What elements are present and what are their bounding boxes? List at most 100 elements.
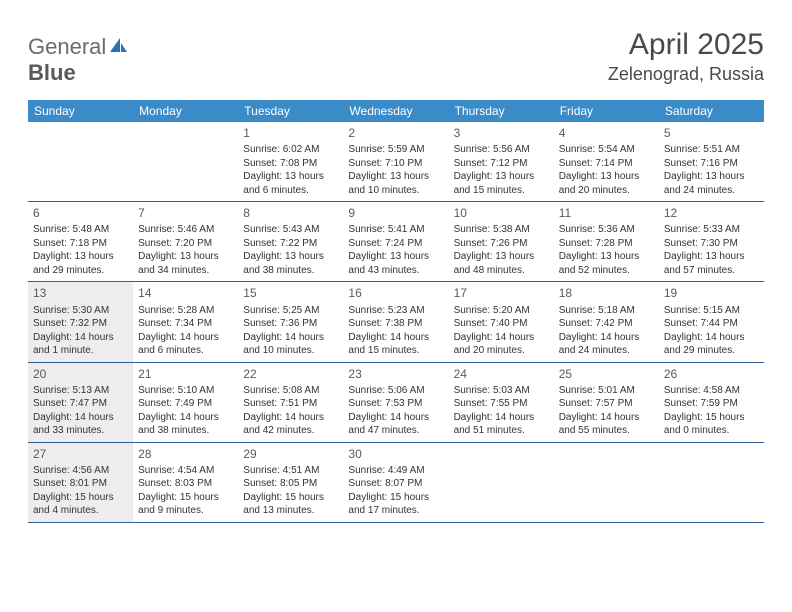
sunset-line: Sunset: 7:08 PM [243, 157, 338, 171]
day-cell: 28Sunrise: 4:54 AMSunset: 8:03 PMDayligh… [133, 443, 238, 522]
day-cell-empty [28, 122, 133, 201]
sunset-line: Sunset: 7:18 PM [33, 237, 128, 251]
sunset-line: Sunset: 8:01 PM [33, 477, 128, 491]
day-number: 18 [559, 285, 654, 301]
sunrise-line: Sunrise: 5:48 AM [33, 223, 128, 237]
day-number: 13 [33, 285, 128, 301]
day-cell: 18Sunrise: 5:18 AMSunset: 7:42 PMDayligh… [554, 282, 659, 361]
day-number: 9 [348, 205, 443, 221]
day-number: 5 [664, 125, 759, 141]
sunrise-line: Sunrise: 5:06 AM [348, 384, 443, 398]
weeks-container: 1 Sunrise: 6:02 AMSunset: 7:08 PM Daylight… [28, 122, 764, 523]
sunset-line: Sunset: 7:10 PM [348, 157, 443, 171]
sunset-line: Sunset: 7:36 PM [243, 317, 338, 331]
daylight-line: Daylight: 14 hours and 47 minutes. [348, 411, 443, 438]
day-cell: 14Sunrise: 5:28 AMSunset: 7:34 PMDayligh… [133, 282, 238, 361]
sunrise-line: Sunrise: 5:33 AM [664, 223, 759, 237]
daylight-line: Daylight: 13 hours and 34 minutes. [138, 250, 233, 277]
sunrise-line: Sunrise: 6:02 AM [243, 143, 338, 157]
sunset-line: Sunset: 7:14 PM [559, 157, 654, 171]
sunset-line: Sunset: 7:28 PM [559, 237, 654, 251]
sunrise-line: Sunrise: 5:28 AM [138, 304, 233, 318]
day-cell: 6Sunrise: 5:48 AMSunset: 7:18 PMDaylight… [28, 202, 133, 281]
daylight-line: Daylight: 15 hours and 0 minutes. [664, 411, 759, 438]
day-number: 14 [138, 285, 233, 301]
daylight-line: Daylight: 13 hours and 52 minutes. [559, 250, 654, 277]
day-cell: 22Sunrise: 5:08 AMSunset: 7:51 PMDayligh… [238, 363, 343, 442]
day-cell-empty [659, 443, 764, 522]
day-number: 1 [243, 125, 338, 141]
sunset-line: Sunset: 7:34 PM [138, 317, 233, 331]
sunset-line: Sunset: 8:03 PM [138, 477, 233, 491]
sunrise-line: Sunrise: 5:46 AM [138, 223, 233, 237]
day-number: 15 [243, 285, 338, 301]
day-cell: 29Sunrise: 4:51 AMSunset: 8:05 PMDayligh… [238, 443, 343, 522]
day-cell: 16Sunrise: 5:23 AMSunset: 7:38 PMDayligh… [343, 282, 448, 361]
weekday-tuesday: Tuesday [238, 100, 343, 122]
daylight-line: Daylight: 13 hours and 38 minutes. [243, 250, 338, 277]
sunset-line: Sunset: 8:07 PM [348, 477, 443, 491]
day-cell: 12Sunrise: 5:33 AMSunset: 7:30 PMDayligh… [659, 202, 764, 281]
day-cell: 19Sunrise: 5:15 AMSunset: 7:44 PMDayligh… [659, 282, 764, 361]
day-cell: 1Sunrise: 6:02 AMSunset: 7:08 PMDaylight… [238, 122, 343, 201]
daylight-line: Daylight: 14 hours and 1 minute. [33, 331, 128, 358]
calendar: SundayMondayTuesdayWednesdayThursdayFrid… [28, 100, 764, 523]
week-row: 27Sunrise: 4:56 AMSunset: 8:01 PMDayligh… [28, 443, 764, 523]
day-cell: 10Sunrise: 5:38 AMSunset: 7:26 PMDayligh… [449, 202, 554, 281]
sunset-line: Sunset: 7:55 PM [454, 397, 549, 411]
sunset-line: Sunset: 7:49 PM [138, 397, 233, 411]
sunset-line: Sunset: 7:42 PM [559, 317, 654, 331]
day-number: 3 [454, 125, 549, 141]
day-cell: 24Sunrise: 5:03 AMSunset: 7:55 PMDayligh… [449, 363, 554, 442]
logo-text: GeneralBlue [28, 34, 129, 86]
day-cell: 25Sunrise: 5:01 AMSunset: 7:57 PMDayligh… [554, 363, 659, 442]
day-cell: 2Sunrise: 5:59 AMSunset: 7:10 PMDaylight… [343, 122, 448, 201]
weekday-wednesday: Wednesday [343, 100, 448, 122]
daylight-line: Daylight: 14 hours and 42 minutes. [243, 411, 338, 438]
day-cell: 17Sunrise: 5:20 AMSunset: 7:40 PMDayligh… [449, 282, 554, 361]
sunset-line: Sunset: 7:47 PM [33, 397, 128, 411]
day-number: 10 [454, 205, 549, 221]
daylight-line: Daylight: 13 hours and 24 minutes. [664, 170, 759, 197]
day-number: 8 [243, 205, 338, 221]
daylight-line: Daylight: 14 hours and 33 minutes. [33, 411, 128, 438]
sunset-line: Sunset: 7:32 PM [33, 317, 128, 331]
daylight-line: Daylight: 13 hours and 20 minutes. [559, 170, 654, 197]
day-cell: 7Sunrise: 5:46 AMSunset: 7:20 PMDaylight… [133, 202, 238, 281]
sunrise-line: Sunrise: 5:30 AM [33, 304, 128, 318]
sail-icon [108, 34, 128, 60]
day-number: 21 [138, 366, 233, 382]
sunrise-line: Sunrise: 5:25 AM [243, 304, 338, 318]
day-cell: 23Sunrise: 5:06 AMSunset: 7:53 PMDayligh… [343, 363, 448, 442]
daylight-line: Daylight: 14 hours and 15 minutes. [348, 331, 443, 358]
sunset-line: Sunset: 7:51 PM [243, 397, 338, 411]
sunset-line: Sunset: 7:16 PM [664, 157, 759, 171]
week-row: 6 Sunrise: 5:48 AMSunset: 7:18 PM Daylight… [28, 202, 764, 282]
weekday-sunday: Sunday [28, 100, 133, 122]
day-cell: 11Sunrise: 5:36 AMSunset: 7:28 PMDayligh… [554, 202, 659, 281]
sunrise-line: Sunrise: 5:01 AM [559, 384, 654, 398]
day-number: 6 [33, 205, 128, 221]
day-cell: 27Sunrise: 4:56 AMSunset: 8:01 PMDayligh… [28, 443, 133, 522]
sunset-line: Sunset: 7:59 PM [664, 397, 759, 411]
sunset-line: Sunset: 7:44 PM [664, 317, 759, 331]
daylight-line: Daylight: 13 hours and 15 minutes. [454, 170, 549, 197]
sunrise-line: Sunrise: 4:58 AM [664, 384, 759, 398]
daylight-line: Daylight: 14 hours and 51 minutes. [454, 411, 549, 438]
daylight-line: Daylight: 14 hours and 38 minutes. [138, 411, 233, 438]
day-number: 2 [348, 125, 443, 141]
sunset-line: Sunset: 7:12 PM [454, 157, 549, 171]
sunrise-line: Sunrise: 4:51 AM [243, 464, 338, 478]
day-number: 19 [664, 285, 759, 301]
sunrise-line: Sunrise: 4:54 AM [138, 464, 233, 478]
day-number: 17 [454, 285, 549, 301]
week-row: 13Sunrise: 5:30 AMSunset: 7:32 PMDayligh… [28, 282, 764, 362]
sunset-line: Sunset: 7:38 PM [348, 317, 443, 331]
day-number: 25 [559, 366, 654, 382]
day-number: 24 [454, 366, 549, 382]
daylight-line: Daylight: 13 hours and 48 minutes. [454, 250, 549, 277]
day-cell-empty [554, 443, 659, 522]
sunrise-line: Sunrise: 5:56 AM [454, 143, 549, 157]
sunrise-line: Sunrise: 5:59 AM [348, 143, 443, 157]
day-cell: 20Sunrise: 5:13 AMSunset: 7:47 PMDayligh… [28, 363, 133, 442]
